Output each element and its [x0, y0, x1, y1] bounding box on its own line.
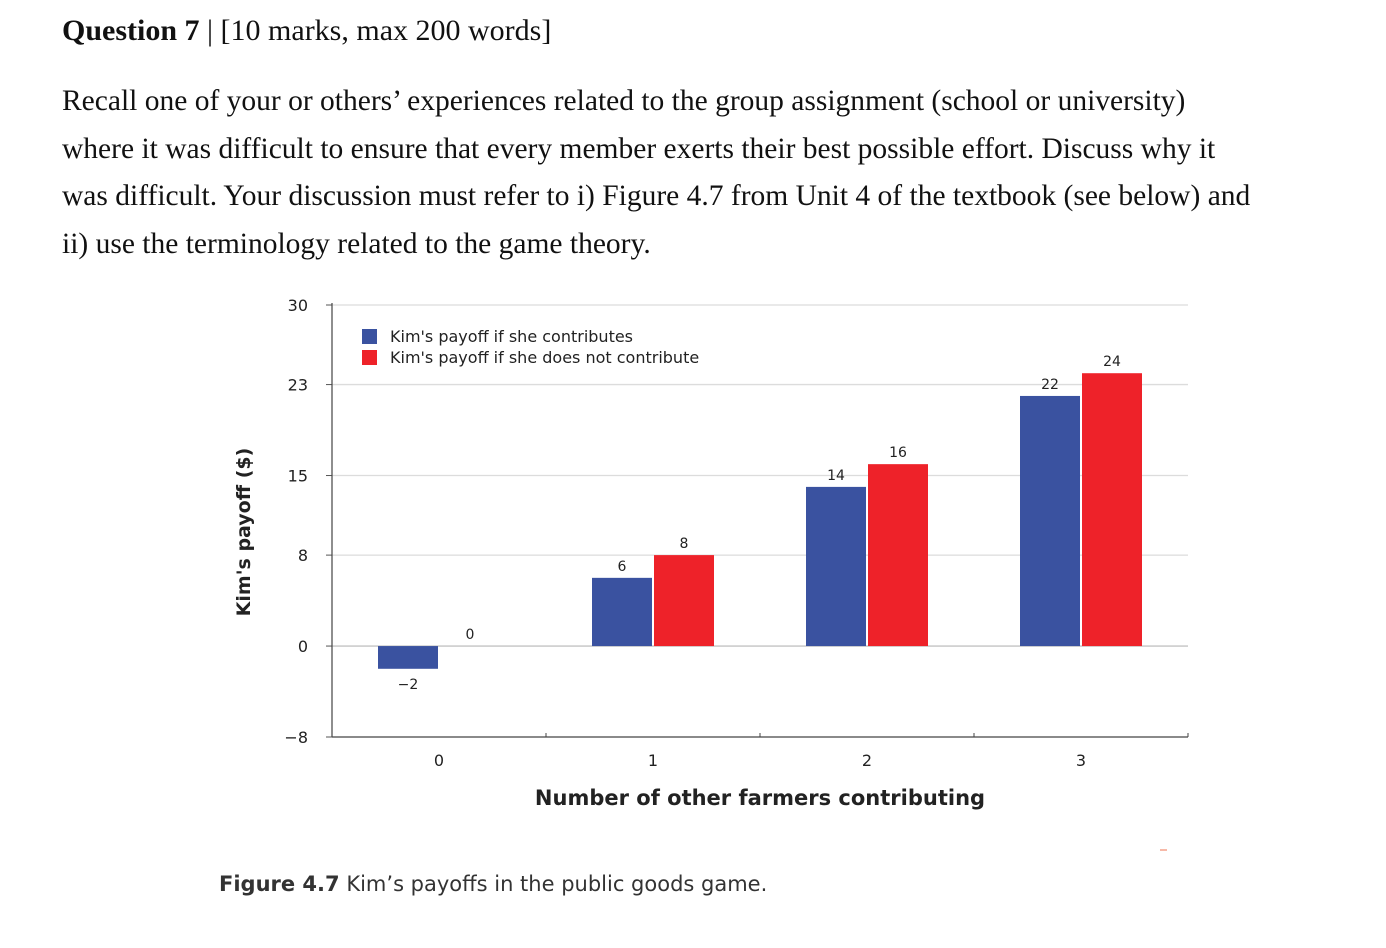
question-marks: [10 marks, max 200 words]: [220, 14, 552, 47]
data-label: 22: [1041, 377, 1059, 393]
y-tick-label: 8: [298, 546, 308, 565]
y-axis-title: Kim's payoff ($): [233, 448, 255, 617]
x-tick-label: 3: [1076, 751, 1086, 770]
data-label: 24: [1103, 354, 1121, 370]
data-label: −2: [398, 677, 419, 693]
stray-mark: [1160, 849, 1167, 851]
bar-contributes: [378, 646, 438, 669]
question-prompt: Recall one of your or others’ experience…: [62, 78, 1362, 268]
bar-not-contribute: [654, 555, 714, 647]
figure-label: Figure 4.7: [219, 872, 340, 896]
y-tick-label: 15: [288, 467, 308, 486]
figure-caption: Figure 4.7 Kim’s payoffs in the public g…: [219, 872, 767, 896]
x-tick-label: 0: [434, 751, 444, 770]
data-label: 8: [680, 536, 689, 552]
legend-swatch: [362, 350, 377, 365]
bar-contributes: [592, 577, 652, 647]
heading-separator: |: [207, 14, 214, 47]
y-tick-label: 30: [288, 296, 308, 315]
x-tick-label: 1: [648, 751, 658, 770]
prompt-line: Recall one of your or others’ experience…: [62, 85, 1186, 117]
x-axis-title: Number of other farmers contributing: [535, 786, 985, 810]
prompt-line: was difficult. Your discussion must refe…: [62, 180, 1251, 212]
question-heading: Question 7 | [10 marks, max 200 words]: [62, 14, 551, 48]
y-tick-label: −8: [284, 728, 308, 747]
question-number: Question 7: [62, 14, 200, 47]
x-tick-label: 2: [862, 751, 872, 770]
figure-caption-text: Kim’s payoffs in the public goods game.: [346, 872, 768, 896]
bar-not-contribute: [1082, 373, 1142, 647]
legend-label: Kim's payoff if she contributes: [390, 327, 633, 346]
y-tick-label: 0: [298, 637, 308, 656]
data-label: 14: [827, 468, 845, 484]
bar-contributes: [806, 486, 866, 647]
prompt-line: where it was difficult to ensure that ev…: [62, 132, 1216, 165]
bar-contributes: [1020, 395, 1080, 647]
data-label: 0: [466, 627, 475, 643]
y-tick-label: 23: [288, 376, 308, 395]
legend-swatch: [362, 329, 377, 344]
bar-not-contribute: [868, 464, 928, 647]
data-label: 6: [618, 559, 627, 575]
data-label: 16: [889, 445, 907, 461]
prompt-line: ii) use the terminology related to the g…: [62, 227, 651, 260]
legend-label: Kim's payoff if she does not contribute: [390, 348, 699, 367]
